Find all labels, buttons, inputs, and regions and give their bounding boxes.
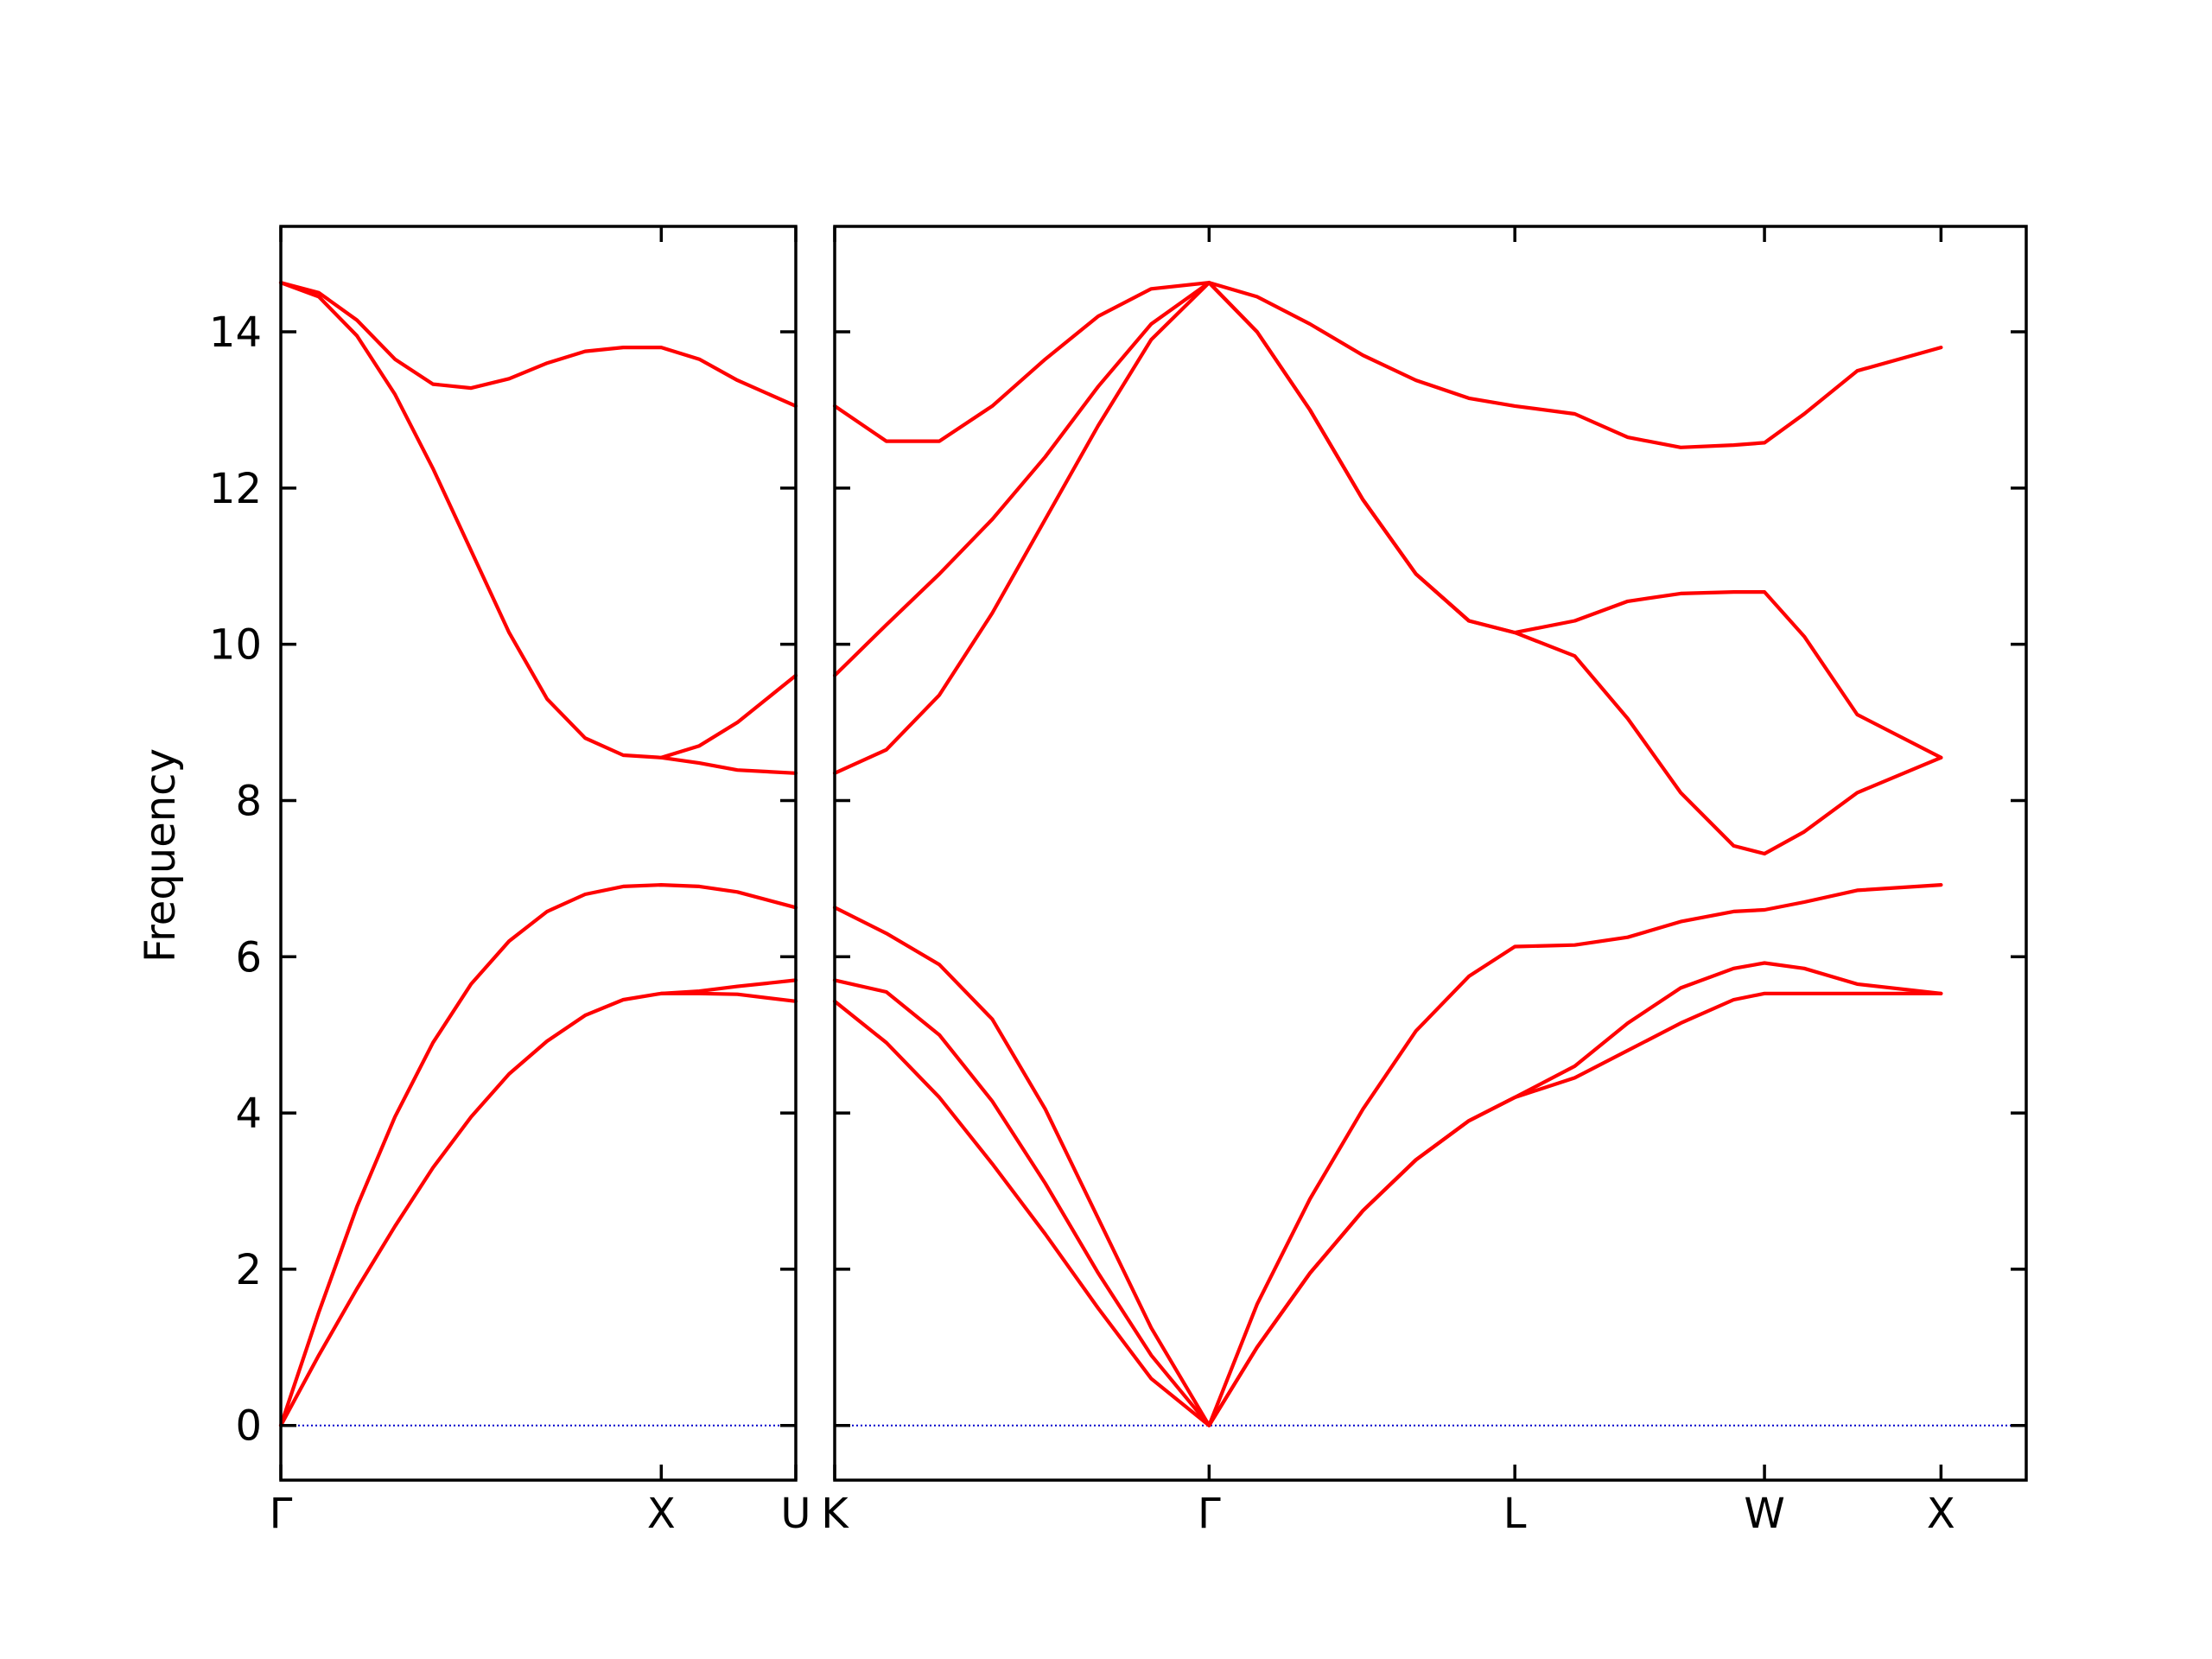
y-axis-title: Frequency: [137, 748, 185, 963]
panel-frame: [833, 225, 2028, 1482]
band-line: [278, 281, 798, 775]
band-line: [659, 978, 798, 995]
x-tick-label: L: [1503, 1490, 1527, 1538]
band-line: [832, 991, 1943, 1427]
x-tick-label: Γ: [1198, 1490, 1221, 1538]
y-tick-label: 6: [235, 933, 262, 982]
y-tick-label: 8: [235, 777, 262, 825]
band-line: [278, 991, 798, 1427]
x-tick-label: X: [647, 1490, 676, 1538]
band-line: [278, 281, 798, 408]
axis-labels: Γ X U K Γ L W X 0 2 4 6 8 10 12 14: [209, 308, 1955, 1538]
x-tick-label: K: [821, 1490, 849, 1538]
axis-ticks: [279, 226, 2026, 1480]
y-tick-label: 0: [235, 1402, 262, 1451]
x-tick-label: W: [1744, 1490, 1784, 1538]
y-tick-label: 4: [235, 1090, 262, 1138]
x-tick-label: Γ: [270, 1490, 293, 1538]
band-line: [832, 281, 1943, 449]
y-tick-label: 14: [209, 308, 262, 357]
y-tick-label: 12: [209, 465, 262, 513]
band-lines: [278, 281, 1943, 1427]
band-line: [278, 882, 798, 1427]
band-line: [659, 673, 798, 760]
panel-frame: [279, 225, 798, 1482]
y-tick-label: 10: [209, 621, 262, 670]
band-line: [832, 961, 1943, 1427]
y-tick-label: 2: [235, 1246, 262, 1294]
panel-frames: [279, 225, 2028, 1482]
band-line: [832, 882, 1943, 1427]
x-tick-label: X: [1927, 1490, 1955, 1538]
band-line: [832, 281, 1943, 760]
x-tick-label: U: [780, 1490, 810, 1538]
